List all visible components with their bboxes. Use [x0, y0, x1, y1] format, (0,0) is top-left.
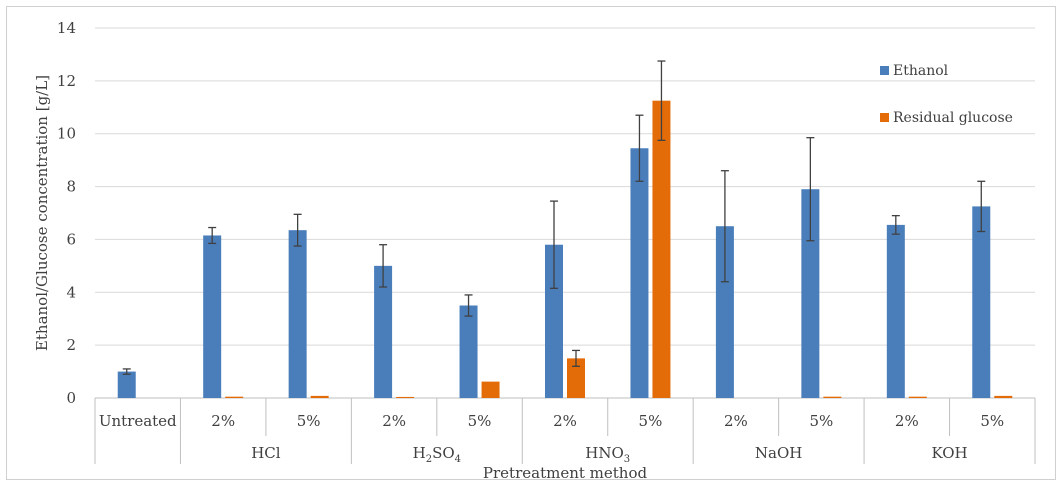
glucose-bar: [994, 395, 1013, 398]
glucose-bar: [396, 396, 415, 398]
glucose-bar: [310, 395, 329, 398]
category-label: 2%: [382, 412, 406, 430]
legend-label-ethanol: Ethanol: [893, 63, 949, 79]
glucose-bar: [481, 381, 500, 398]
y-tick-label: 2: [66, 336, 76, 354]
group-label: HNO3: [585, 444, 630, 465]
group-label-subscript: 3: [624, 454, 630, 465]
ethanol-bar: [545, 244, 563, 398]
y-tick-label: 4: [66, 283, 76, 301]
legend-swatch-glucose: [880, 113, 889, 122]
category-label: 2%: [553, 412, 577, 430]
category-label: Untreated: [99, 412, 177, 430]
legend-swatch-ethanol: [880, 66, 889, 75]
legend-label-glucose: Residual glucose: [893, 110, 1013, 126]
y-axis-title: Ethanol/Glucose concentration [g/L]: [33, 75, 51, 351]
group-label-subscript: 2: [426, 454, 432, 465]
glucose-bar: [567, 358, 585, 398]
category-label: 5%: [809, 412, 833, 430]
group-label-part: SO: [432, 444, 455, 462]
glucose-bar: [652, 100, 671, 398]
group-label-text: HNO: [585, 444, 624, 462]
category-label: 5%: [297, 412, 321, 430]
group-label: KOH: [931, 444, 967, 462]
ethanol-bar: [459, 305, 478, 398]
x-axis-title: Pretreatment method: [483, 464, 648, 482]
group-label: NaOH: [755, 444, 802, 462]
ethanol-bar: [715, 226, 734, 398]
ethanol-bar: [288, 230, 307, 398]
group-label-subscript: 4: [455, 454, 461, 465]
glucose-bar: [908, 396, 927, 398]
category-label: 5%: [639, 412, 663, 430]
chart-frame: [6, 6, 1056, 480]
ethanol-bar: [972, 206, 991, 398]
group-label-text: KOH: [931, 444, 967, 462]
y-tick-label: 6: [66, 230, 76, 248]
category-label: 2%: [895, 412, 919, 430]
group-label: HCl: [251, 444, 281, 462]
glucose-bar: [225, 396, 244, 398]
ethanol-bar: [886, 224, 905, 398]
ethanol-bar: [374, 265, 393, 398]
y-tick-label: 0: [66, 389, 76, 407]
group-label-text: HCl: [251, 444, 281, 462]
y-tick-label: 10: [57, 125, 76, 143]
y-tick-label: 8: [66, 178, 76, 196]
category-label: 5%: [980, 412, 1004, 430]
y-tick-label: 12: [57, 72, 76, 90]
group-label-text: H: [413, 444, 426, 462]
group-label: H2SO4: [413, 444, 461, 465]
category-label: 2%: [211, 412, 235, 430]
ethanol-bar: [630, 148, 649, 398]
y-tick-label: 14: [57, 19, 76, 37]
category-label: 5%: [468, 412, 492, 430]
category-label: 2%: [724, 412, 748, 430]
glucose-bar: [823, 396, 842, 398]
ethanol-bar: [203, 235, 222, 398]
group-label-text: NaOH: [755, 444, 802, 462]
ethanol-bar: [801, 189, 820, 398]
ethanol-bar: [117, 371, 136, 398]
